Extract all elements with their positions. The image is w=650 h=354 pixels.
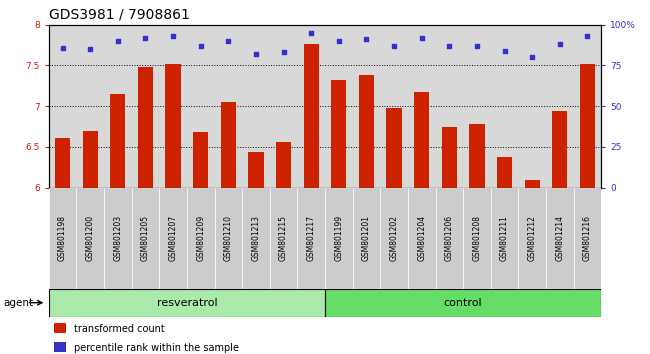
Text: GSM801211: GSM801211 bbox=[500, 215, 509, 261]
Bar bbox=[55, 138, 70, 188]
Bar bbox=[387, 108, 402, 188]
Point bbox=[389, 43, 399, 49]
Point bbox=[196, 43, 206, 49]
FancyBboxPatch shape bbox=[436, 188, 463, 289]
FancyBboxPatch shape bbox=[187, 188, 214, 289]
Text: GSM801201: GSM801201 bbox=[362, 215, 371, 261]
Point bbox=[444, 43, 454, 49]
FancyBboxPatch shape bbox=[463, 188, 491, 289]
Point bbox=[417, 35, 427, 41]
Point bbox=[251, 51, 261, 57]
Bar bbox=[83, 131, 98, 188]
FancyBboxPatch shape bbox=[491, 188, 519, 289]
Text: GSM801209: GSM801209 bbox=[196, 215, 205, 261]
Bar bbox=[54, 342, 66, 352]
Point bbox=[333, 38, 344, 44]
Bar bbox=[304, 44, 318, 188]
Bar bbox=[248, 152, 263, 188]
FancyBboxPatch shape bbox=[298, 188, 325, 289]
Point bbox=[223, 38, 233, 44]
Bar bbox=[525, 180, 540, 188]
Text: transformed count: transformed count bbox=[73, 324, 164, 333]
FancyBboxPatch shape bbox=[325, 289, 601, 317]
Point bbox=[306, 30, 317, 36]
Text: control: control bbox=[444, 298, 482, 308]
FancyBboxPatch shape bbox=[270, 188, 298, 289]
Text: GSM801200: GSM801200 bbox=[86, 215, 95, 261]
Bar bbox=[111, 94, 125, 188]
Bar bbox=[497, 158, 512, 188]
Bar bbox=[414, 92, 429, 188]
Point bbox=[527, 55, 538, 60]
Point bbox=[472, 43, 482, 49]
FancyBboxPatch shape bbox=[49, 188, 77, 289]
Bar bbox=[221, 102, 236, 188]
Text: GSM801212: GSM801212 bbox=[528, 215, 537, 261]
FancyBboxPatch shape bbox=[519, 188, 546, 289]
Bar bbox=[276, 142, 291, 188]
Text: GSM801203: GSM801203 bbox=[113, 215, 122, 261]
Bar bbox=[138, 67, 153, 188]
FancyBboxPatch shape bbox=[546, 188, 573, 289]
Point bbox=[499, 48, 510, 54]
Text: percentile rank within the sample: percentile rank within the sample bbox=[73, 343, 239, 353]
FancyBboxPatch shape bbox=[573, 188, 601, 289]
Point bbox=[85, 46, 96, 52]
Bar bbox=[359, 75, 374, 188]
FancyBboxPatch shape bbox=[131, 188, 159, 289]
Text: GSM801213: GSM801213 bbox=[252, 215, 261, 261]
Bar bbox=[332, 80, 346, 188]
FancyBboxPatch shape bbox=[159, 188, 187, 289]
Text: GSM801199: GSM801199 bbox=[334, 215, 343, 261]
Text: GSM801217: GSM801217 bbox=[307, 215, 316, 261]
Text: GSM801204: GSM801204 bbox=[417, 215, 426, 261]
Bar bbox=[54, 323, 66, 333]
Point bbox=[278, 50, 289, 55]
Point bbox=[554, 41, 565, 47]
Text: GSM801207: GSM801207 bbox=[168, 215, 177, 261]
FancyBboxPatch shape bbox=[242, 188, 270, 289]
Point bbox=[140, 35, 151, 41]
Text: GSM801214: GSM801214 bbox=[555, 215, 564, 261]
Bar bbox=[442, 127, 457, 188]
FancyBboxPatch shape bbox=[49, 289, 325, 317]
Text: agent: agent bbox=[3, 298, 33, 308]
Text: GSM801198: GSM801198 bbox=[58, 215, 67, 261]
Text: resveratrol: resveratrol bbox=[157, 298, 217, 308]
Point bbox=[57, 45, 68, 50]
FancyBboxPatch shape bbox=[104, 188, 131, 289]
Text: GSM801210: GSM801210 bbox=[224, 215, 233, 261]
Bar bbox=[580, 64, 595, 188]
Bar bbox=[552, 111, 567, 188]
Point bbox=[582, 33, 593, 39]
Text: GSM801215: GSM801215 bbox=[279, 215, 288, 261]
Text: GSM801202: GSM801202 bbox=[389, 215, 398, 261]
Bar bbox=[193, 132, 208, 188]
FancyBboxPatch shape bbox=[77, 188, 104, 289]
FancyBboxPatch shape bbox=[352, 188, 380, 289]
Point bbox=[168, 33, 178, 39]
Text: GSM801205: GSM801205 bbox=[141, 215, 150, 261]
FancyBboxPatch shape bbox=[408, 188, 436, 289]
Text: GSM801216: GSM801216 bbox=[583, 215, 592, 261]
FancyBboxPatch shape bbox=[325, 188, 352, 289]
Point bbox=[361, 36, 372, 42]
Point bbox=[112, 38, 123, 44]
Text: GSM801206: GSM801206 bbox=[445, 215, 454, 261]
FancyBboxPatch shape bbox=[214, 188, 242, 289]
Text: GSM801208: GSM801208 bbox=[473, 215, 482, 261]
Bar bbox=[166, 64, 181, 188]
Bar bbox=[469, 124, 484, 188]
FancyBboxPatch shape bbox=[380, 188, 408, 289]
Text: GDS3981 / 7908861: GDS3981 / 7908861 bbox=[49, 7, 190, 21]
